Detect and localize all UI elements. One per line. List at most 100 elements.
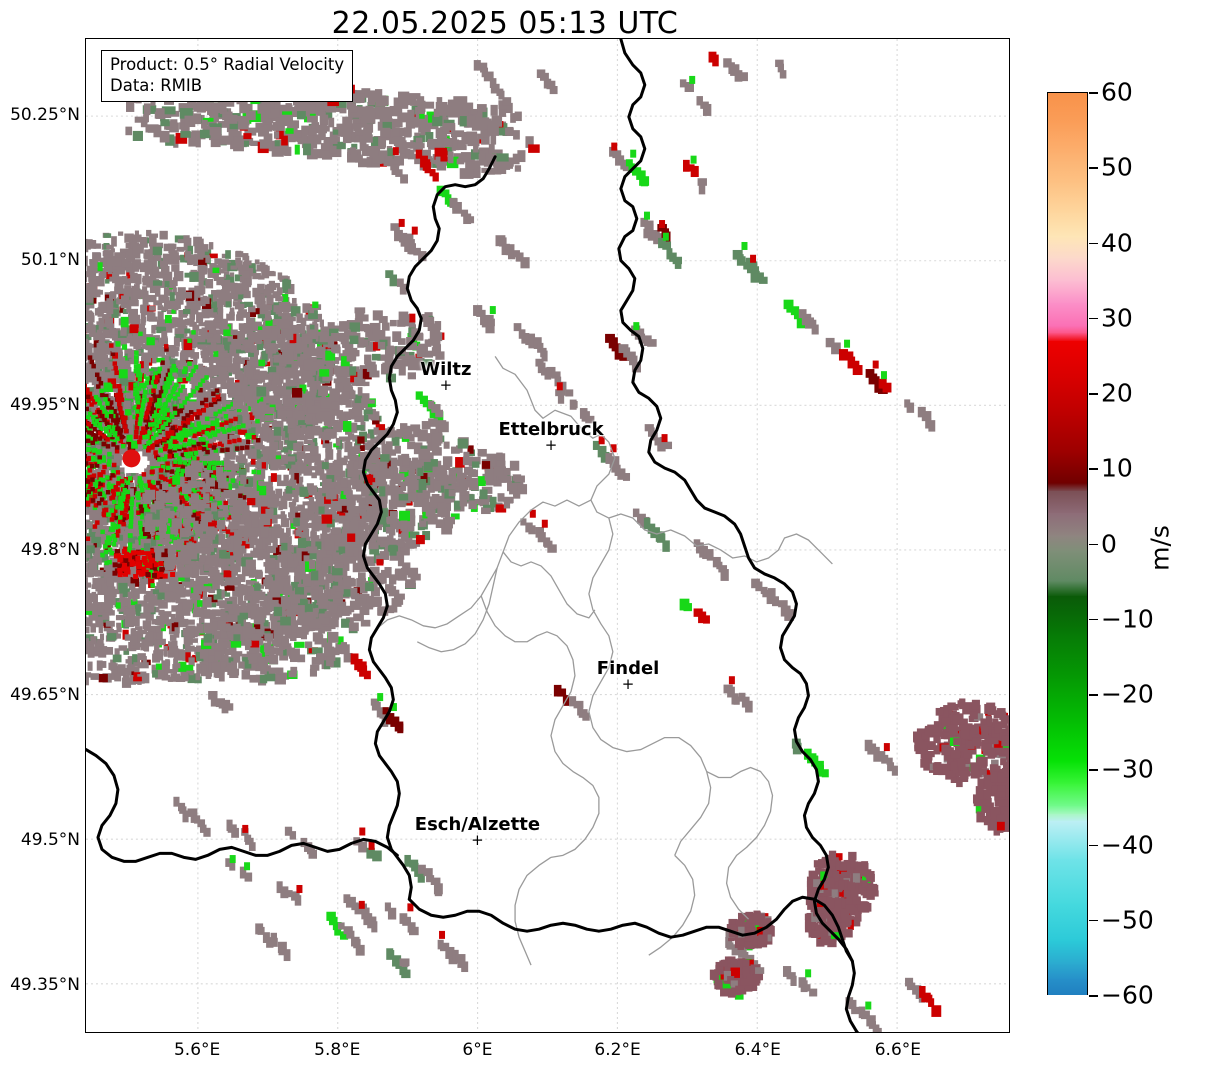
- radar-echo-cell: [127, 371, 136, 381]
- radar-echo-cell: [90, 371, 99, 381]
- radar-echo-cell: [131, 529, 141, 537]
- radar-echo-cell: [132, 245, 139, 255]
- radar-echo-cell: [247, 606, 253, 614]
- radar-echo-cell: [243, 301, 253, 307]
- radar-echo-cell: [224, 603, 233, 612]
- radar-echo-cell: [104, 317, 114, 327]
- radar-echo-cell: [130, 473, 136, 478]
- radar-echo-cell: [150, 588, 156, 596]
- radar-echo-cell: [106, 595, 116, 605]
- radar-echo-cell: [202, 592, 208, 602]
- radar-echo-cell: [111, 236, 117, 247]
- radar-echo-cell: [224, 667, 229, 672]
- radar-echo-cell: [252, 321, 262, 332]
- radar-echo-cell: [281, 431, 289, 440]
- radar-echo-cell: [363, 412, 369, 422]
- radar-echo-cell: [110, 529, 120, 537]
- radar-echo-cell: [240, 285, 250, 293]
- radar-echo-cell: [123, 278, 129, 284]
- radar-echo-cell: [319, 473, 329, 480]
- radar-echo-cell: [230, 287, 239, 296]
- radar-echo-cell: [253, 449, 261, 459]
- radar-echo-cell: [357, 401, 365, 410]
- radar-echo-cell: [128, 314, 133, 324]
- radar-echo-cell: [141, 353, 152, 363]
- radar-echo-cell: [102, 349, 112, 355]
- radar-echo-cell: [338, 457, 348, 466]
- radar-echo-cell: [129, 599, 138, 609]
- radar-echo-cell: [250, 594, 260, 604]
- radar-echo-cell: [128, 572, 135, 579]
- radar-echo-cell: [123, 648, 130, 655]
- radar-echo-cell: [139, 550, 147, 560]
- radar-echo-cell: [142, 275, 149, 286]
- radar-echo-cell: [182, 308, 191, 315]
- radar-echo-cell: [154, 585, 165, 595]
- radar-echo-cell: [297, 404, 304, 415]
- radar-echo-cell: [134, 626, 143, 631]
- radar-echo-cell: [291, 462, 296, 470]
- radar-echo-cell: [356, 424, 365, 431]
- radar-echo-layer: [86, 51, 1009, 1032]
- radar-echo-cell: [184, 574, 191, 582]
- radar-echo-cell: [257, 497, 268, 503]
- radar-echo-cell: [270, 473, 277, 482]
- radar-echo-cell: [86, 525, 87, 537]
- radar-echo-cell: [88, 321, 93, 328]
- radar-echo-cell: [157, 305, 164, 311]
- radar-echo-cell: [93, 602, 104, 613]
- radar-echo-cell: [202, 419, 209, 430]
- radar-echo-cell: [290, 407, 300, 417]
- radar-echo-cell: [254, 624, 261, 630]
- radar-echo-cell: [94, 570, 104, 577]
- radar-echo-cell: [327, 510, 334, 515]
- radar-echo-cell: [165, 619, 174, 627]
- radar-echo-cell: [288, 481, 297, 488]
- radar-echo-cell: [86, 362, 94, 370]
- radar-echo-cell: [162, 611, 172, 617]
- radar-echo-cell: [104, 574, 111, 579]
- radar-echo-cell: [90, 673, 99, 680]
- radar-echo-cell: [342, 421, 352, 432]
- radar-echo-cell: [132, 631, 138, 637]
- radar-echo-cell: [86, 243, 91, 249]
- radar-echo-cell: [161, 674, 171, 681]
- radar-echo-cell: [93, 332, 99, 341]
- radar-echo-cell: [297, 480, 303, 489]
- radar-echo-cell: [189, 303, 200, 310]
- radar-echo-cell: [177, 239, 186, 244]
- radar-echo-cell: [272, 282, 280, 288]
- radar-echo-cell: [165, 659, 170, 664]
- radar-echo-cell: [362, 442, 369, 448]
- radar-echo-cell: [151, 664, 156, 674]
- radar-echo-cell: [86, 255, 88, 267]
- radar-echo-cell: [89, 263, 98, 274]
- radar-echo-cell: [285, 527, 291, 537]
- radar-echo-cell: [252, 428, 259, 438]
- radar-echo-cell: [323, 522, 330, 533]
- radar-echo-cell: [139, 262, 148, 273]
- radar-echo-cell: [143, 260, 150, 267]
- radar-echo-cell: [122, 308, 129, 315]
- radar-echo-cell: [370, 436, 378, 444]
- radar-echo-cell: [120, 295, 130, 303]
- radar-echo-cell: [326, 397, 336, 404]
- radar-echo-cell: [107, 268, 113, 275]
- radar-echo-cell: [243, 360, 250, 367]
- radar-echo-cell: [163, 304, 174, 310]
- radar-echo-cell: [172, 351, 179, 357]
- radar-echo-cell: [276, 333, 286, 344]
- radar-echo-cell: [127, 597, 132, 609]
- radar-echo-cell: [251, 490, 262, 501]
- map-panel[interactable]: [85, 38, 1010, 1033]
- radar-echo-cell: [159, 611, 165, 620]
- radar-echo-cell: [86, 547, 87, 552]
- radar-echo-cell: [343, 411, 350, 417]
- radar-echo-cell: [198, 257, 207, 266]
- radar-echo-cell: [196, 591, 206, 599]
- radar-echo-cell: [297, 504, 305, 512]
- radar-echo-cell: [213, 319, 222, 327]
- radar-echo-cell: [111, 328, 121, 335]
- radar-echo-cell: [110, 574, 117, 583]
- radar-echo-cell: [232, 301, 243, 307]
